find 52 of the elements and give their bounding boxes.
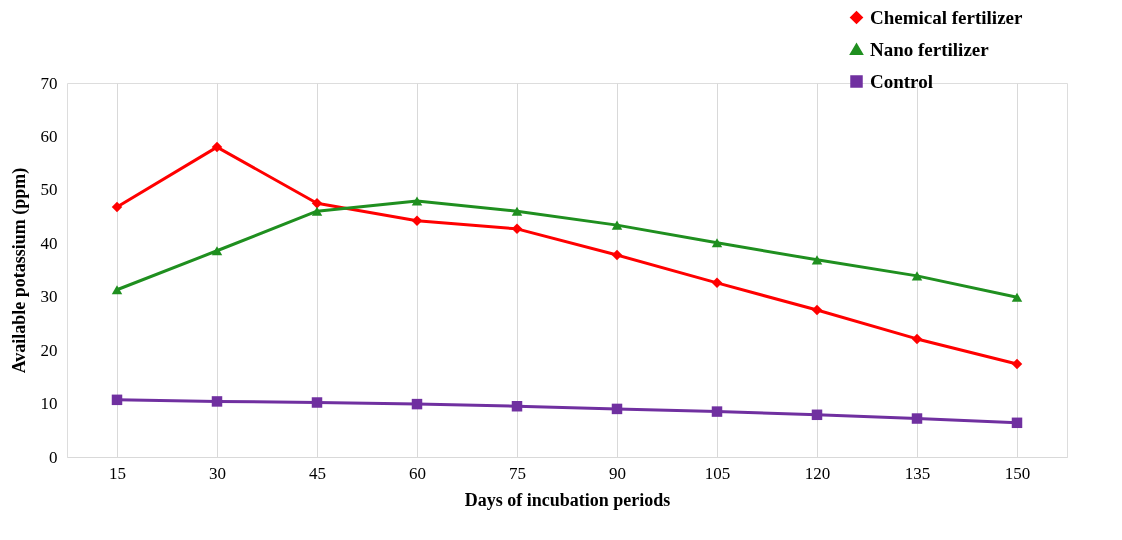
point — [411, 398, 423, 410]
point — [311, 206, 323, 216]
y-tick-label: 50 — [40, 180, 58, 200]
point — [611, 403, 623, 415]
y-axis-title: Available potassium (ppm) — [8, 167, 30, 374]
point — [211, 141, 223, 153]
point — [511, 206, 523, 216]
point — [411, 215, 423, 227]
x-tick-label: 75 — [509, 463, 526, 483]
y-tick-label: 0 — [49, 447, 58, 467]
point — [211, 246, 223, 256]
point — [811, 255, 823, 265]
point — [1011, 292, 1023, 302]
x-tick-label: 30 — [209, 463, 226, 483]
x-tick-label: 45 — [309, 463, 326, 483]
x-tick-label: 150 — [1004, 463, 1031, 483]
point — [811, 409, 823, 421]
point — [1011, 417, 1023, 429]
point — [911, 413, 923, 424]
point — [811, 304, 823, 316]
y-tick-label: 70 — [40, 73, 58, 93]
point — [611, 220, 623, 230]
x-tick-label: 135 — [904, 463, 931, 483]
point — [111, 285, 123, 295]
x-axis-title: Days of incubation periods — [464, 489, 671, 510]
point — [311, 397, 323, 408]
y-tick-label: 40 — [40, 233, 58, 253]
x-tick-label: 105 — [704, 463, 731, 483]
x-tick-label: 90 — [609, 463, 626, 483]
point — [911, 271, 923, 281]
point — [711, 277, 723, 289]
legend-label: Control — [870, 70, 933, 92]
point — [511, 401, 523, 412]
point — [211, 396, 223, 407]
point — [711, 406, 723, 417]
x-tick-label: 120 — [804, 463, 831, 483]
point — [711, 238, 723, 248]
legend-label: Nano fertilizer — [870, 38, 990, 60]
y-tick-label: 10 — [40, 394, 58, 414]
point — [1011, 358, 1023, 370]
x-tick-label: 60 — [409, 463, 426, 483]
x-tick-label: 15 — [109, 463, 126, 483]
point — [411, 196, 423, 206]
point — [611, 249, 623, 261]
point — [311, 197, 323, 209]
y-tick-label: 20 — [40, 340, 58, 360]
point — [111, 394, 123, 406]
y-tick-label: 60 — [40, 126, 58, 146]
y-tick-label: 30 — [40, 287, 58, 307]
legend-label: Chemical fertilizer — [870, 6, 1024, 28]
point — [911, 333, 923, 345]
point — [111, 201, 123, 213]
